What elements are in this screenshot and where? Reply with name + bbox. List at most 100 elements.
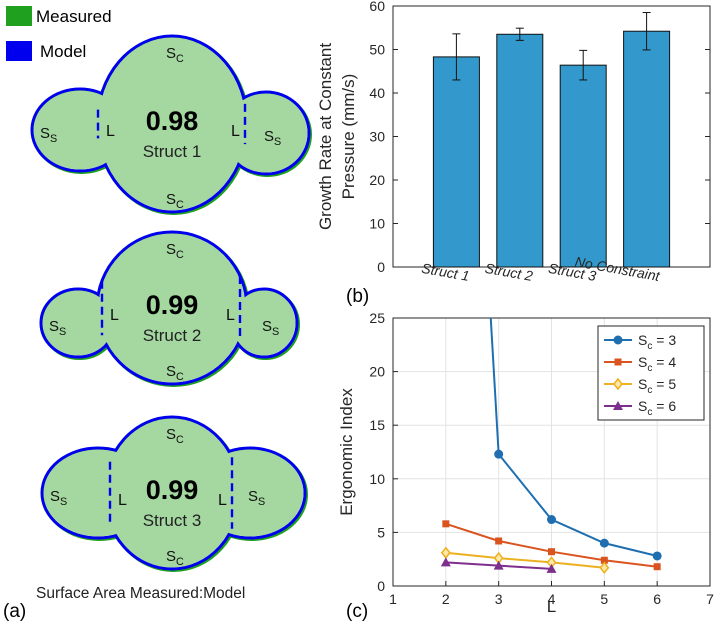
- legend-label-1: Sc = 3: [638, 332, 676, 352]
- center-area-label-bottom: SC: [166, 191, 184, 211]
- panel-a-footer: Surface Area Measured:Model: [36, 585, 245, 602]
- center-area-label-top-sub: C: [176, 249, 184, 261]
- center-area-label-bottom-main: S: [166, 191, 176, 208]
- line-chart-axes: 1 2 3 4 5 6 7 0 5 10 15 20 25: [369, 310, 714, 607]
- legend-label-main: S: [638, 398, 647, 414]
- struct-2-name: Struct 2: [143, 326, 202, 345]
- point-marker: [548, 548, 555, 556]
- bar-chart-bars: [432, 12, 671, 268]
- legend-label-suffix: = 5: [652, 376, 676, 392]
- line-x-tick-label: 3: [495, 591, 503, 607]
- center-area-label-top-sub: C: [176, 434, 184, 446]
- struct-1-name: Struct 1: [143, 142, 202, 161]
- struct-3-name: Struct 3: [143, 511, 202, 530]
- center-area-label-bottom: SC: [166, 363, 184, 383]
- center-lobe-fill: [105, 418, 239, 568]
- legend-label-suffix: = 4: [652, 354, 676, 370]
- bar-y-tick-label: 60: [369, 0, 385, 14]
- line-y-tick-label: 0: [377, 578, 385, 594]
- bar-y-tick-label: 10: [369, 216, 385, 232]
- legend-label-sub: c: [647, 341, 652, 352]
- side-area-label-right-main: S: [262, 318, 272, 335]
- struct-3-shape: [40, 415, 308, 572]
- center-area-label-top: SC: [166, 45, 184, 65]
- center-area-label-top-main: S: [166, 45, 176, 62]
- point-marker: [440, 557, 451, 567]
- line-y-tick-label: 5: [377, 524, 385, 540]
- side-area-label-right-sub: S: [274, 136, 281, 148]
- line-x-tick-label: 2: [442, 591, 450, 607]
- series-line-3: [445, 551, 605, 569]
- center-area-label-top-main: S: [166, 426, 176, 443]
- link-label-left: L: [106, 123, 115, 140]
- link-label-right: L: [218, 492, 227, 509]
- legend-label-main: S: [638, 332, 647, 348]
- panel-c-label: (c): [346, 601, 368, 622]
- legend-label-sub: c: [647, 407, 652, 418]
- point-marker: [652, 551, 662, 561]
- side-area-label-right-main: S: [248, 488, 258, 505]
- struct-2-shape: [39, 230, 300, 387]
- side-lobe-right-fill: [224, 93, 308, 173]
- legend-label-main: S: [638, 354, 647, 370]
- line-y-tick-label: 25: [369, 310, 385, 326]
- legend-label-suffix: = 3: [652, 332, 676, 348]
- legend-label-sub: c: [647, 385, 652, 396]
- side-area-label-right-sub: S: [258, 496, 265, 508]
- panel-a-label: (a): [3, 601, 26, 622]
- center-lobe-fill: [98, 37, 246, 211]
- point-marker: [493, 560, 504, 570]
- side-area-label-left-sub: S: [50, 133, 57, 145]
- center-lobe-fill: [98, 233, 246, 383]
- point-marker: [653, 563, 661, 571]
- struct-3-ratio: 0.99: [146, 475, 199, 505]
- series-3: [440, 546, 610, 574]
- point-marker: [613, 377, 623, 391]
- point-marker: [599, 538, 609, 548]
- center-area-label-top: SC: [166, 426, 184, 446]
- side-area-label-right-main: S: [264, 128, 274, 145]
- line-x-tick-label: 1: [389, 591, 397, 607]
- point-marker: [546, 563, 557, 573]
- center-area-label-top-main: S: [166, 241, 176, 258]
- side-lobe-right-fill: [232, 290, 296, 356]
- center-area-label-bottom-sub: C: [176, 556, 184, 568]
- bar-y-tick-label: 50: [369, 42, 385, 58]
- bar-y-tick-label: 20: [369, 172, 385, 188]
- legend-label-main: S: [638, 376, 647, 392]
- line-y-tick-label: 10: [369, 471, 385, 487]
- legend-swatch-measured: [6, 6, 32, 26]
- center-area-label-top: SC: [166, 241, 184, 261]
- line-chart-series: [440, 317, 662, 574]
- side-area-label-left-main: S: [50, 488, 60, 505]
- line-y-tick-label: 15: [369, 417, 385, 433]
- center-area-label-bottom-main: S: [166, 548, 176, 565]
- bar-y-tick-label: 30: [369, 129, 385, 145]
- line-x-tick-label: 6: [653, 591, 661, 607]
- legend-label-4: Sc = 6: [638, 398, 676, 418]
- legend-label-sub: c: [647, 363, 652, 374]
- side-area-label-left-sub: S: [59, 326, 66, 338]
- link-label-right: L: [231, 123, 240, 140]
- panel-b-label: (b): [346, 286, 369, 307]
- series-2: [442, 520, 661, 571]
- struct-1-shape: [30, 34, 312, 215]
- bar-y-tick-label: 40: [369, 85, 385, 101]
- legend-swatch-model: [6, 41, 32, 61]
- point-marker: [442, 520, 450, 528]
- struct-2-ratio: 0.99: [146, 290, 199, 320]
- bar-3: [559, 64, 607, 268]
- line-chart-legend: Sc = 3Sc = 4Sc = 5Sc = 6: [597, 325, 705, 421]
- bar-2: [496, 33, 544, 268]
- point-marker: [599, 561, 610, 574]
- bar-1: [432, 56, 480, 268]
- center-area-label-bottom: SC: [166, 548, 184, 568]
- legend-label-suffix: = 6: [652, 398, 676, 414]
- side-area-label-right-sub: S: [272, 326, 279, 338]
- bar-chart-ylabel-line-1: Growth Rate at Constant: [316, 43, 335, 230]
- link-label-right: L: [226, 307, 235, 324]
